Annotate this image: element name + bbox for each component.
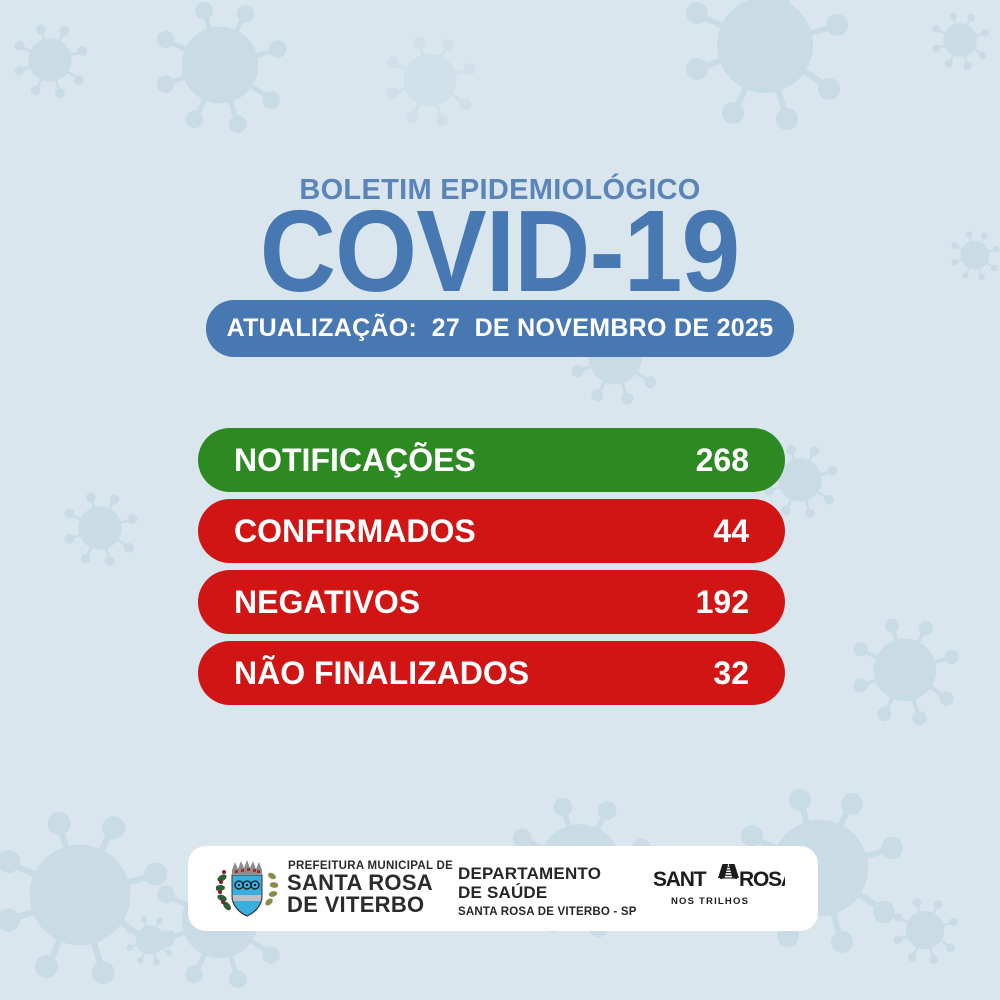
svg-text:ROSA: ROSA	[739, 868, 785, 891]
svg-text:NOS TRILHOS: NOS TRILHOS	[671, 896, 749, 907]
svg-text:SANT: SANT	[653, 868, 707, 891]
